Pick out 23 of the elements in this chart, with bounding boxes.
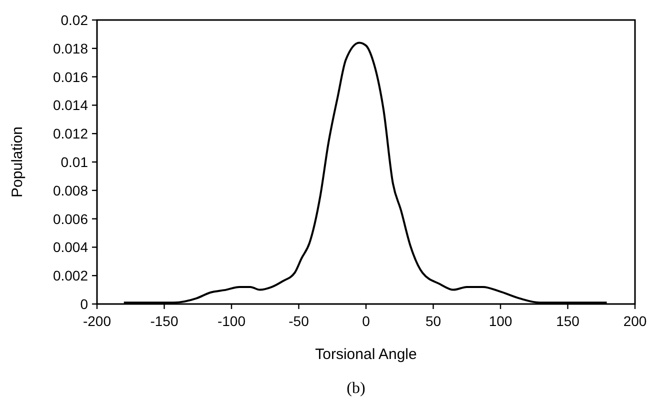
x-tick-label: 0 [362, 313, 370, 329]
y-tick-label: 0.018 [52, 40, 88, 56]
y-tick-label: 0.016 [52, 68, 88, 85]
y-tick-label: 0.006 [52, 210, 88, 227]
x-tick-label: -150 [150, 313, 178, 329]
x-axis-title: Torsional Angle [315, 346, 417, 363]
x-tick-label: 100 [488, 313, 512, 329]
y-axis-title: Population [9, 126, 26, 198]
y-tick-label: 0.014 [52, 97, 88, 114]
y-tick-label: 0.004 [52, 239, 88, 256]
x-tick-label: 50 [425, 313, 442, 329]
x-tick-label: -100 [217, 313, 246, 329]
x-tick-label: 200 [623, 313, 647, 329]
y-tick-label: 0.01 [60, 154, 88, 170]
x-tick-label: -200 [82, 313, 112, 329]
y-tick-label: 0.012 [52, 126, 88, 142]
y-tick-label: 0.02 [60, 12, 88, 28]
y-tick-label: 0 [80, 296, 88, 312]
y-tick-label: 0.008 [52, 182, 88, 198]
x-tick-label: -50 [288, 313, 310, 329]
y-tick-label: 0.002 [52, 268, 88, 284]
text: (b) [346, 380, 366, 397]
x-tick-label: 150 [556, 313, 580, 329]
